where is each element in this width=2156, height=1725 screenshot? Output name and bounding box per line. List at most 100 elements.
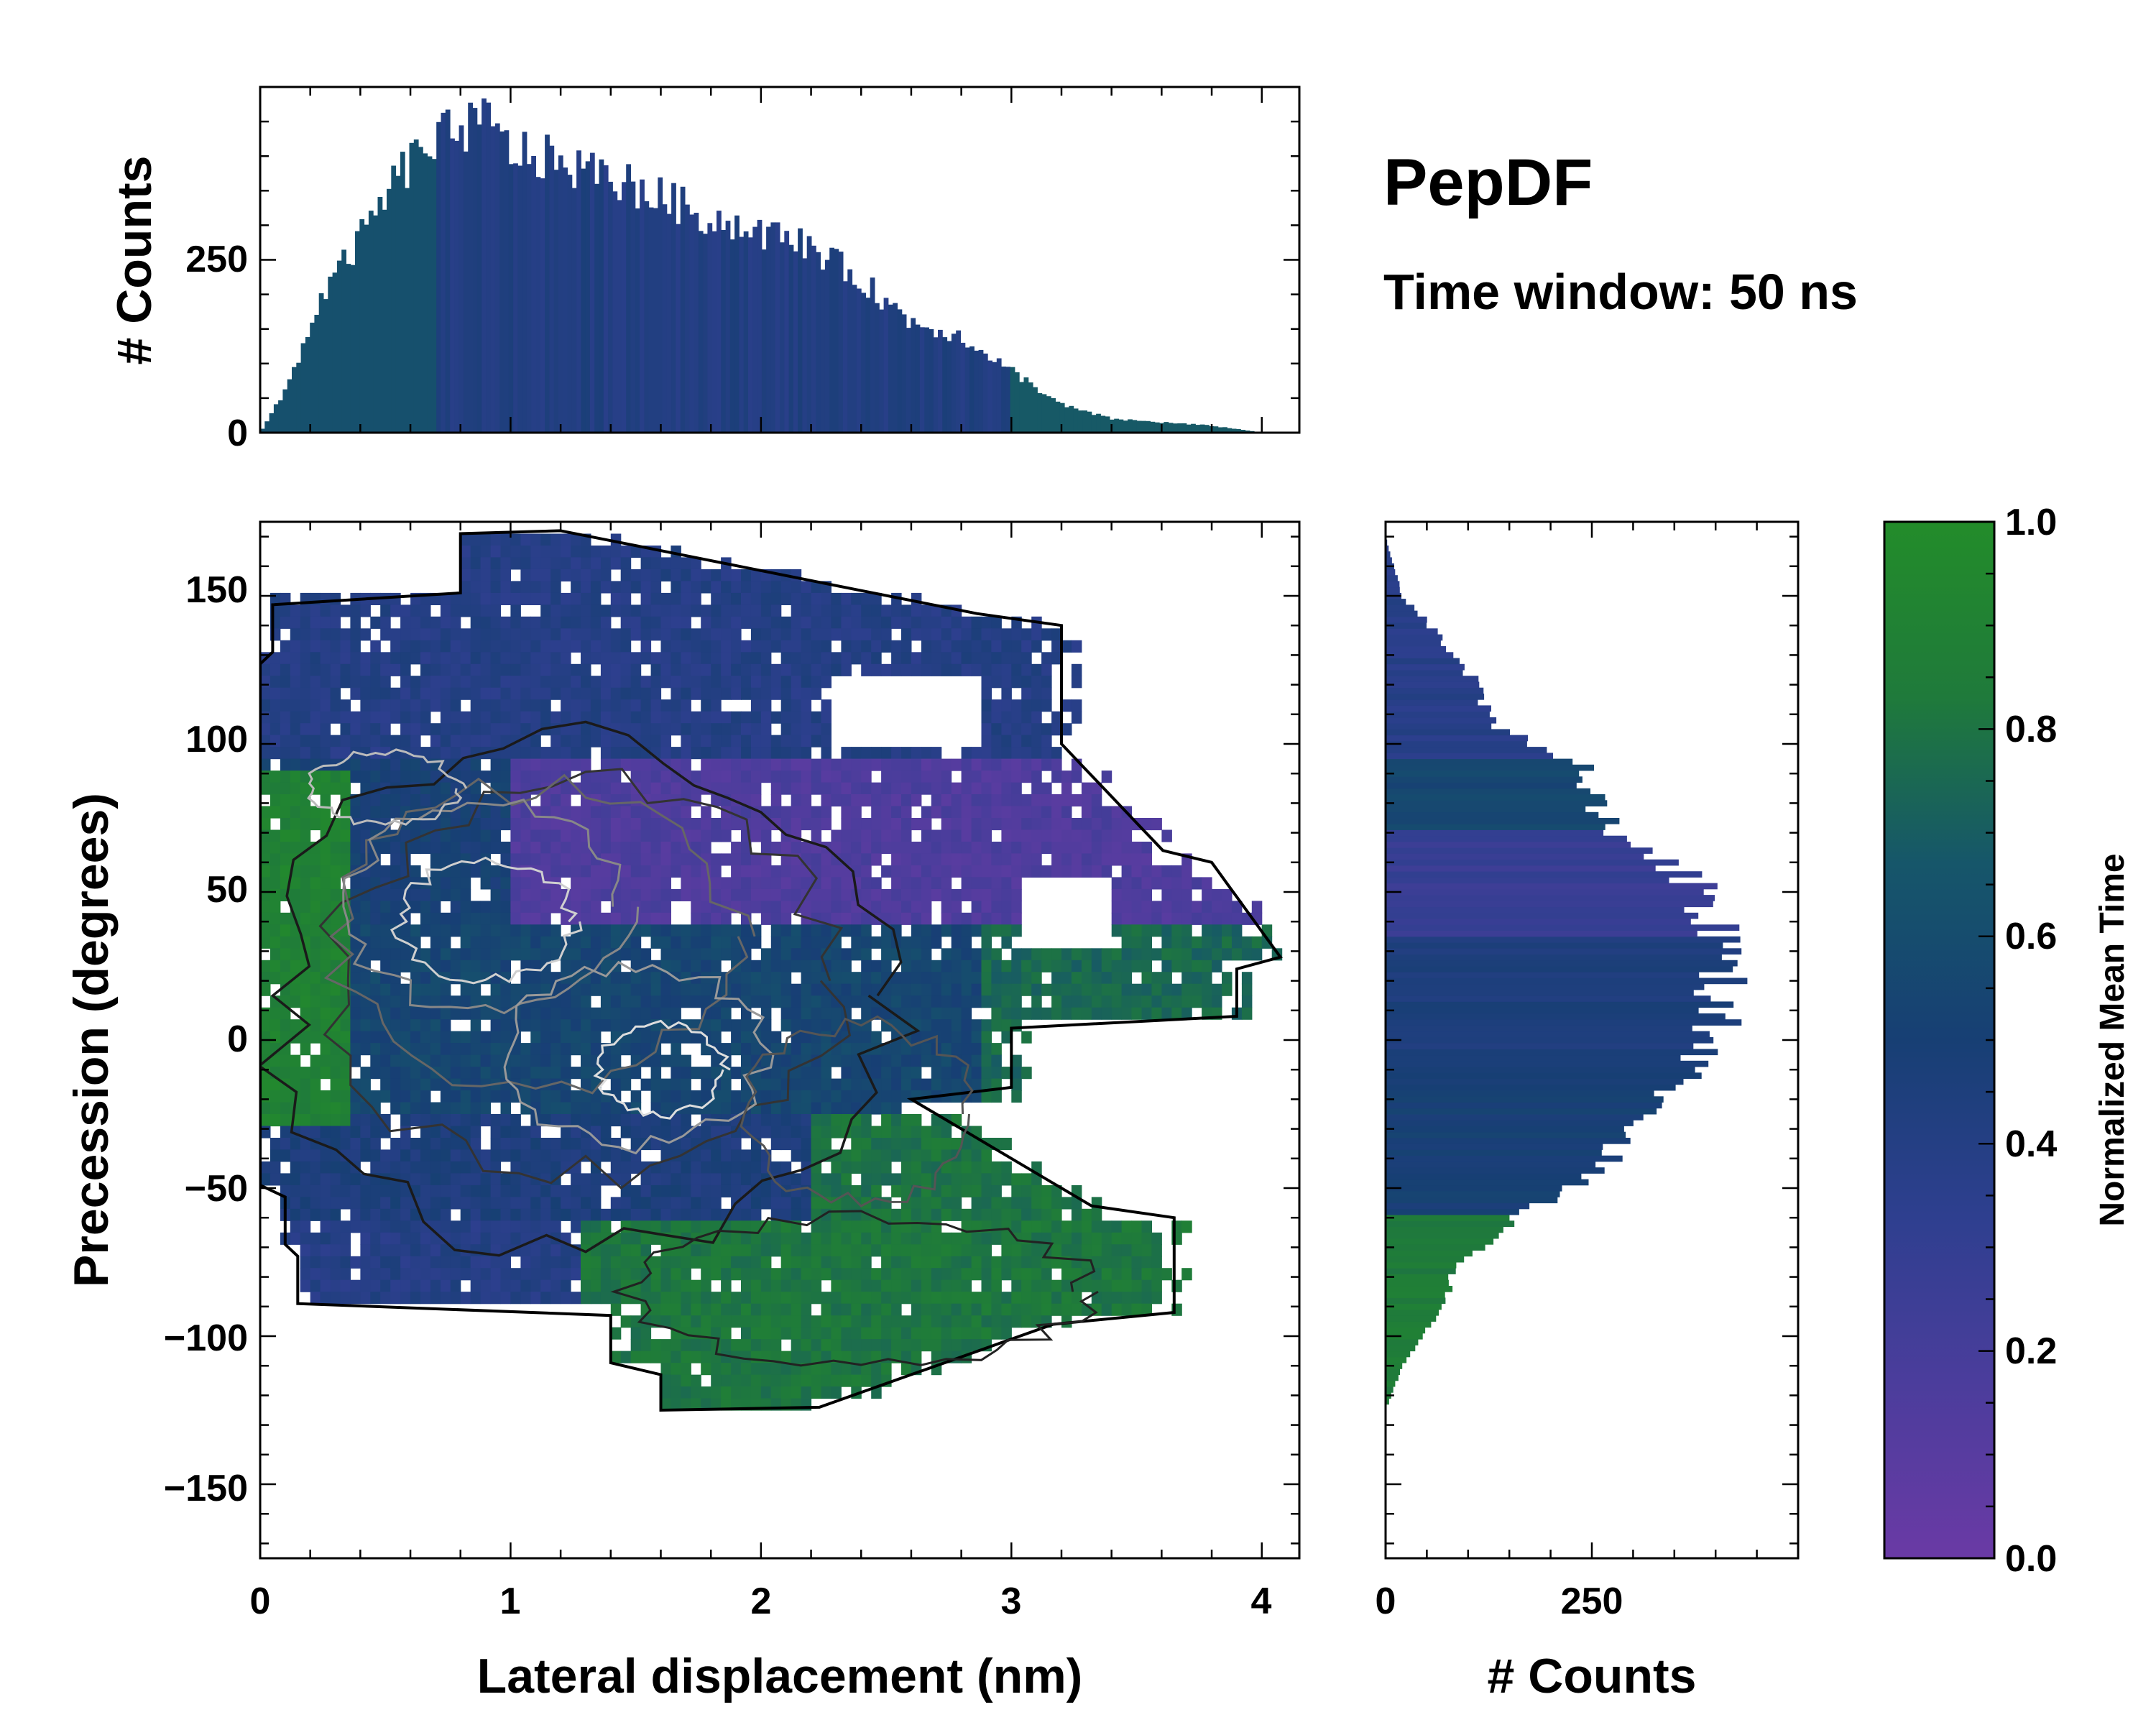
heatmap-cell xyxy=(630,652,642,665)
heatmap-cell xyxy=(841,1054,852,1067)
heatmap-cell xyxy=(660,865,671,878)
heatmap-cell xyxy=(701,569,711,581)
top-histogram-bar xyxy=(648,207,654,433)
heatmap-cell xyxy=(571,616,581,629)
heatmap-cell xyxy=(450,592,461,605)
heatmap-cell xyxy=(280,676,291,689)
heatmap-cell xyxy=(901,758,912,771)
heatmap-cell xyxy=(640,1114,652,1127)
heatmap-cell xyxy=(1101,770,1112,783)
heatmap-cell xyxy=(881,1090,892,1103)
heatmap-cell xyxy=(280,1019,291,1032)
heatmap-cell xyxy=(951,758,962,771)
heatmap-cell xyxy=(750,1256,762,1269)
heatmap-cell xyxy=(380,676,391,689)
heatmap-cell xyxy=(941,1031,952,1044)
heatmap-cell xyxy=(721,687,732,700)
heatmap-cell xyxy=(841,1102,852,1115)
heatmap-cell xyxy=(770,616,782,629)
heatmap-cell xyxy=(881,628,892,641)
heatmap-cell xyxy=(520,1292,531,1305)
heatmap-cell xyxy=(410,1078,421,1091)
heatmap-cell xyxy=(851,972,862,985)
heatmap-cell xyxy=(971,1078,982,1091)
heatmap-cell xyxy=(581,877,591,890)
heatmap-cell xyxy=(460,1292,471,1305)
heatmap-cell xyxy=(320,865,331,878)
heatmap-cell xyxy=(260,806,271,819)
heatmap-cell xyxy=(1011,663,1022,676)
heatmap-cell xyxy=(270,1090,281,1103)
heatmap-cell xyxy=(590,770,602,783)
heatmap-cell xyxy=(731,1019,742,1032)
heatmap-cell xyxy=(540,1268,551,1281)
heatmap-cell xyxy=(971,652,982,665)
heatmap-cell xyxy=(410,1138,421,1151)
heatmap-cell xyxy=(340,1268,351,1281)
heatmap-cell xyxy=(921,663,932,676)
heatmap-cell xyxy=(801,924,812,937)
heatmap-cell xyxy=(330,1090,341,1103)
heatmap-cell xyxy=(691,723,701,736)
heatmap-cell xyxy=(450,888,461,901)
heatmap-cell xyxy=(760,818,772,831)
heatmap-cell xyxy=(671,1090,681,1103)
heatmap-cell xyxy=(991,924,1002,937)
heatmap-cell xyxy=(571,1220,581,1233)
heatmap-cell xyxy=(1222,948,1233,961)
top-histogram-bar xyxy=(1191,423,1196,433)
heatmap-cell xyxy=(520,1279,531,1292)
heatmap-cell xyxy=(350,1279,361,1292)
heatmap-cell xyxy=(571,1197,581,1210)
top-histogram-bar xyxy=(658,177,663,433)
heatmap-cell xyxy=(470,723,482,736)
heatmap-cell xyxy=(520,983,531,996)
heatmap-cell xyxy=(370,1019,381,1032)
heatmap-cell xyxy=(731,1149,742,1162)
heatmap-cell xyxy=(420,1220,431,1233)
top-histogram-bar xyxy=(996,358,1002,433)
heatmap-cell xyxy=(921,652,932,665)
heatmap-cell xyxy=(360,747,371,760)
heatmap-cell xyxy=(290,758,301,771)
heatmap-cell xyxy=(770,1090,782,1103)
heatmap-cell xyxy=(530,1208,541,1221)
heatmap-cell xyxy=(520,888,531,901)
heatmap-cell xyxy=(721,1256,732,1269)
heatmap-cell xyxy=(500,983,511,996)
heatmap-cell xyxy=(991,1184,1002,1197)
heatmap-cell xyxy=(330,1054,341,1067)
heatmap-cell xyxy=(1051,829,1062,842)
heatmap-cell xyxy=(881,1126,892,1138)
heatmap-cell xyxy=(390,1067,401,1080)
heatmap-cell xyxy=(571,569,581,581)
heatmap-cell xyxy=(841,1149,852,1162)
heatmap-cell xyxy=(1021,1173,1032,1186)
heatmap-cell xyxy=(380,912,391,925)
heatmap-cell xyxy=(660,1054,671,1067)
heatmap-cell xyxy=(440,1279,451,1292)
heatmap-cell xyxy=(861,1268,872,1281)
heatmap-cell xyxy=(971,948,982,961)
heatmap-cell xyxy=(1051,628,1062,641)
heatmap-cell xyxy=(821,782,831,795)
heatmap-cell xyxy=(941,983,952,996)
heatmap-cell xyxy=(981,1244,992,1257)
heatmap-cell xyxy=(921,842,932,855)
heatmap-cell xyxy=(610,640,622,653)
heatmap-cell xyxy=(861,592,872,605)
heatmap-cell xyxy=(440,1173,451,1186)
heatmap-cell xyxy=(370,1067,381,1080)
heatmap-cell xyxy=(691,818,701,831)
heatmap-cell xyxy=(1021,1007,1032,1020)
heatmap-cell xyxy=(571,842,581,855)
heatmap-cell xyxy=(991,995,1002,1008)
heatmap-cell xyxy=(1081,818,1092,831)
heatmap-cell xyxy=(550,1184,561,1197)
heatmap-cell xyxy=(951,1208,962,1221)
heatmap-cell xyxy=(671,581,681,594)
heatmap-cell xyxy=(480,546,492,558)
heatmap-cell xyxy=(360,924,371,937)
heatmap-cell xyxy=(520,924,531,937)
heatmap-cell xyxy=(931,983,942,996)
